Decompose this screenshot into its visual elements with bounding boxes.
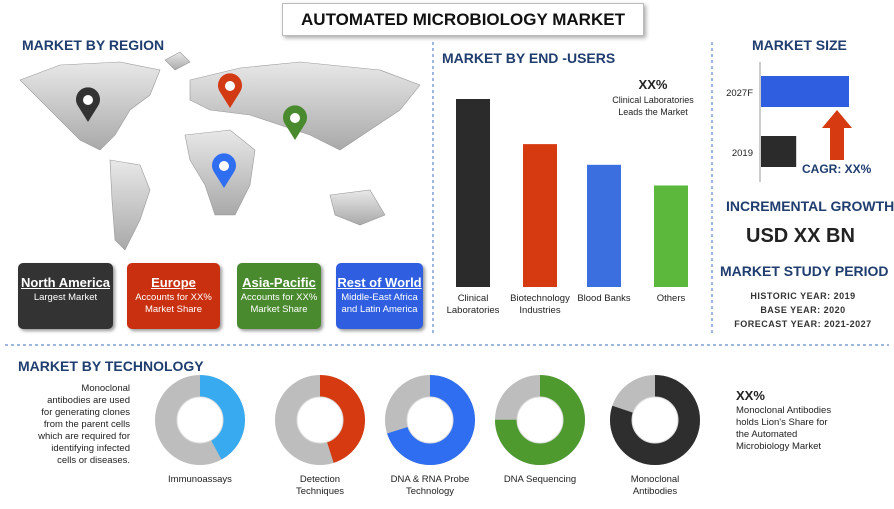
bar: [654, 185, 688, 287]
y-tick-label: 2027F: [726, 88, 753, 99]
period-line: FORECAST YEAR: 2021-2027: [734, 319, 872, 329]
section-heading: MARKET STUDY PERIOD: [720, 263, 889, 279]
card-name: Rest of World: [337, 275, 422, 290]
cagr: CAGR: XX%: [802, 162, 872, 176]
map-pin: [212, 153, 237, 188]
category-label: DNA Sequencing: [503, 474, 577, 485]
x-tick-label: Clinical Laboratories: [446, 293, 500, 316]
section-heading: MARKET BY REGION: [22, 37, 165, 53]
bar: [761, 76, 849, 107]
card-text: Accounts for XX% Market Share: [240, 292, 318, 315]
region-card: Asia-Pacific Accounts for XX% Market Shar…: [237, 263, 321, 329]
category-label: Monoclonal Antibodies: [630, 474, 680, 497]
bar: [761, 136, 797, 167]
x-tick-label: Biotechnology Industries: [510, 293, 570, 316]
donut-hole: [176, 396, 224, 444]
donut-hole: [296, 396, 344, 444]
card-text: Middle-East Africa and Latin America: [341, 292, 418, 315]
map-pin: [218, 73, 243, 108]
growth-arrow: [822, 110, 852, 160]
card-name: Europe: [151, 275, 196, 290]
region-card: Rest of World Middle-East Africa and Lati…: [336, 263, 423, 329]
category-label: Detection Techniques: [295, 474, 345, 497]
card-text: Largest Market: [33, 292, 98, 303]
map-pin: [283, 105, 307, 140]
title-box: AUTOMATED MICROBIOLOGY MARKET: [282, 3, 644, 36]
y-tick-label: 2019: [732, 148, 753, 159]
x-tick-label: Blood Banks: [577, 293, 631, 304]
period-line: BASE YEAR: 2020: [760, 305, 846, 315]
donut-segment: [275, 375, 365, 465]
card-text: Accounts for XX% Market Share: [135, 292, 212, 315]
callout-value: XX%: [638, 77, 668, 92]
callout-text: Monoclonal Antibodies holds Lion's Share…: [736, 405, 832, 452]
note: Monoclonal antibodies are used for gener…: [38, 383, 130, 466]
section-heading: MARKET BY TECHNOLOGY: [18, 358, 204, 374]
section-heading: MARKET SIZE: [752, 37, 847, 53]
section-heading: MARKET BY END -USERS: [442, 50, 616, 66]
region-card: Europe Accounts for XX% Market Share: [127, 263, 220, 329]
donut-hole: [516, 396, 564, 444]
donut-segment: [155, 375, 245, 465]
map-pin: [76, 87, 100, 122]
donut-hole: [406, 396, 454, 444]
category-label: DNA & RNA Probe Technology: [390, 474, 470, 497]
bar: [523, 144, 557, 287]
donut-segment: [610, 375, 700, 465]
bar: [587, 164, 621, 287]
period-line: HISTORIC YEAR: 2019: [750, 291, 856, 301]
category-label: Immunoassays: [168, 474, 232, 485]
donut-segment: [385, 375, 475, 465]
section-heading: INCREMENTAL GROWTH: [726, 198, 894, 214]
card-name: North America: [20, 275, 111, 290]
growth-value: USD XX BN: [746, 225, 855, 247]
callout-value: XX%: [736, 388, 765, 403]
world-map: [19, 51, 421, 251]
separator: [5, 42, 889, 346]
donut-segment: [495, 375, 585, 465]
bar: [456, 99, 490, 287]
region-card: North America Largest Market: [18, 263, 113, 329]
donut-hole: [631, 396, 679, 444]
x-tick-label: Others: [656, 293, 686, 304]
callout-text: Clinical Laboratories Leads the Market: [612, 95, 694, 117]
card-name: Asia-Pacific: [242, 275, 316, 290]
